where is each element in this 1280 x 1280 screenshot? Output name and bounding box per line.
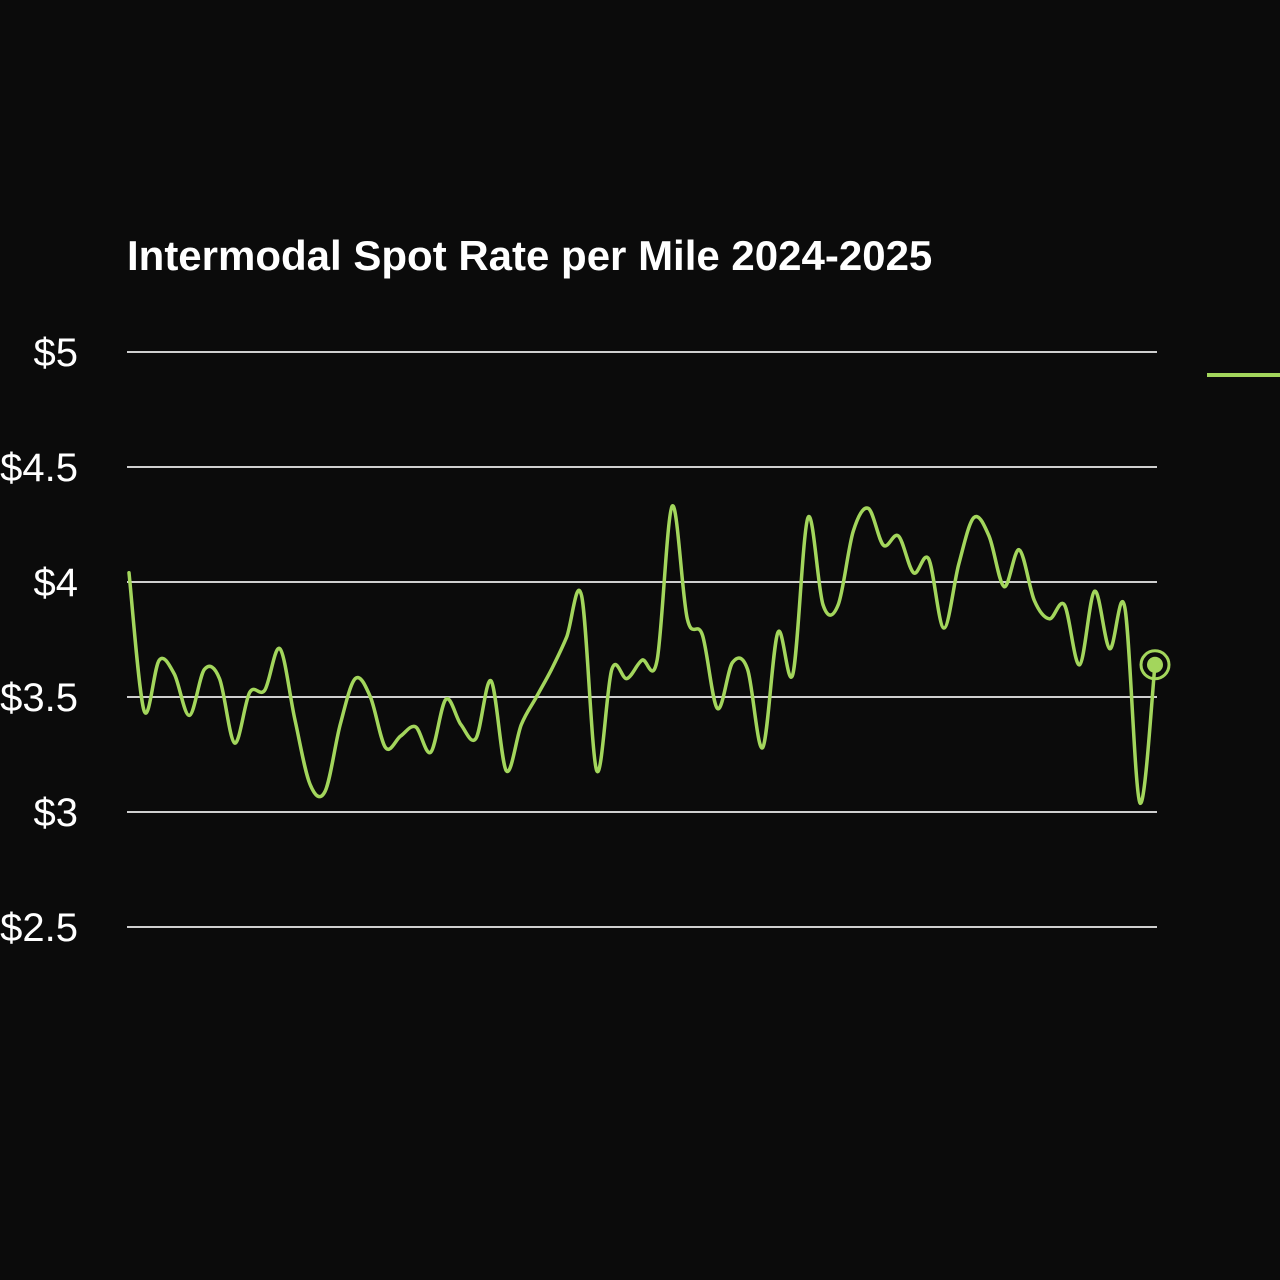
y-tick-label: $4.5 xyxy=(0,446,78,490)
y-tick-label: $3 xyxy=(34,791,79,835)
y-tick-label: $3.5 xyxy=(0,676,78,720)
last-point-ring xyxy=(1139,649,1171,681)
y-tick-label: $2.5 xyxy=(0,906,78,950)
chart-title: Intermodal Spot Rate per Mile 2024-2025 xyxy=(127,232,933,279)
y-tick-label: $5 xyxy=(34,331,79,375)
y-axis-ticks: $5 $4.5 $4 $3.5 $3 $2.5 xyxy=(0,331,78,950)
y-tick-label: $4 xyxy=(34,561,79,605)
series-line xyxy=(127,504,1157,805)
series-layer xyxy=(127,504,1171,805)
gridlines xyxy=(127,351,1157,928)
last-point-marker xyxy=(1147,656,1163,673)
